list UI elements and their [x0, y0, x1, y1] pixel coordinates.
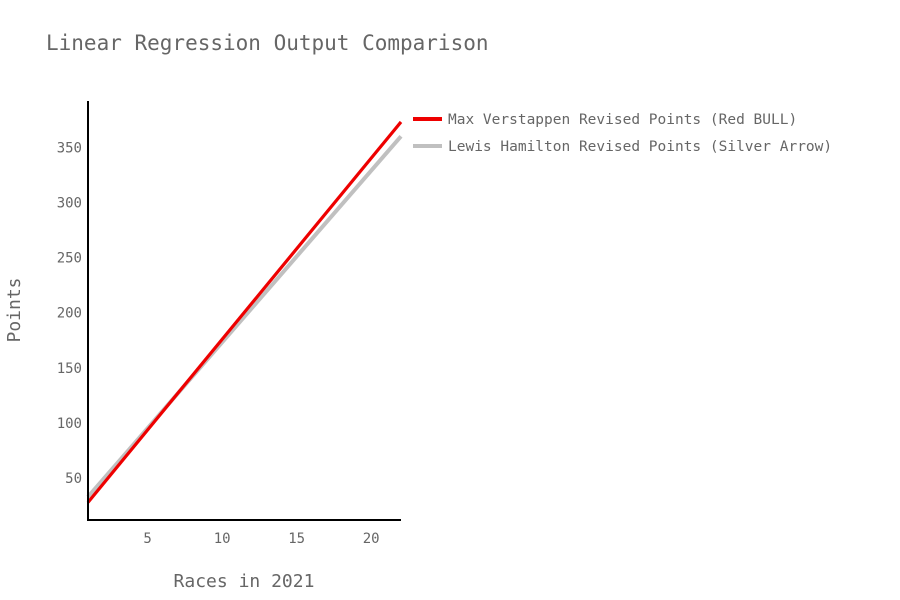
x-tick-label: 20 [363, 531, 380, 547]
chart-title: Linear Regression Output Comparison [46, 31, 489, 55]
legend-label: Lewis Hamilton Revised Points (Silver Ar… [448, 139, 832, 155]
y-tick-label: 350 [57, 140, 82, 156]
y-tick-label: 200 [57, 306, 82, 322]
y-axis-title: Points [4, 277, 25, 342]
x-tick-label: 5 [143, 531, 151, 547]
x-tick-label: 15 [288, 531, 305, 547]
series-line-hamilton [86, 134, 403, 499]
x-axis-title: Races in 2021 [174, 571, 315, 592]
x-axis-ticks: 5 10 15 20 [143, 531, 379, 547]
series-group [86, 120, 403, 504]
y-tick-label: 150 [57, 361, 82, 377]
legend-label: Max Verstappen Revised Points (Red BULL) [448, 112, 797, 128]
y-tick-label: 300 [57, 195, 82, 211]
y-axis-ticks: 50 100 150 200 250 300 350 [57, 140, 82, 487]
legend: Max Verstappen Revised Points (Red BULL)… [413, 112, 832, 155]
y-tick-label: 250 [57, 251, 82, 267]
y-tick-label: 50 [65, 471, 82, 487]
y-tick-label: 100 [57, 416, 82, 432]
series-line-verstappen [86, 120, 403, 504]
x-tick-label: 10 [214, 531, 231, 547]
